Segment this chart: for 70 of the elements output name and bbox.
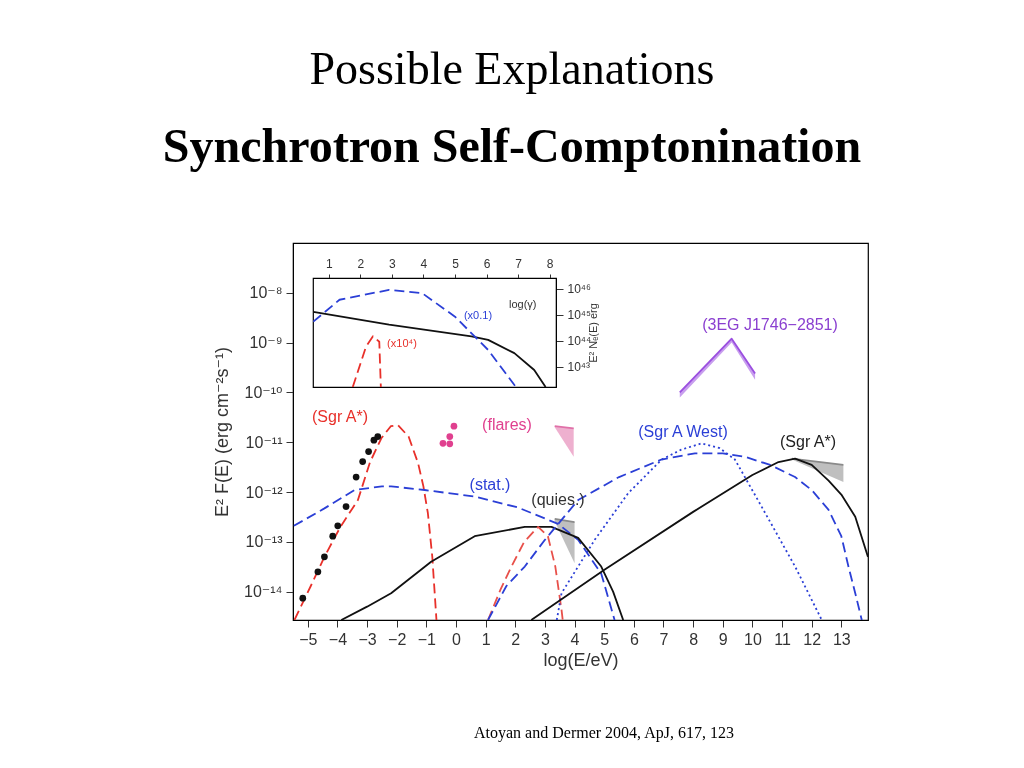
x-tick-label: 5 [452, 256, 460, 271]
annotation: (flares) [482, 416, 532, 434]
x-tick-label: 1 [325, 256, 333, 271]
point [352, 473, 360, 481]
x-tick-label: −3 [358, 630, 377, 648]
x-tick-label: 6 [483, 256, 491, 271]
text: Atoyan and Dermer 2004, ApJ, 617, 123 [474, 724, 734, 742]
annotation: (quies.) [531, 491, 585, 509]
point [329, 532, 337, 540]
x-tick-label: 2 [511, 630, 521, 648]
y-tick-label: 10⁻⁹ [249, 334, 283, 352]
x-axis-title: log(E/eV) [543, 649, 619, 670]
x-tick-label: −1 [417, 630, 437, 648]
y-tick-label: 10⁴⁵ [567, 308, 591, 323]
x-tick-label: 4 [570, 630, 580, 648]
x-tick-label: 1 [481, 630, 491, 648]
x-tick-label: 8 [689, 630, 699, 648]
annotation: (stat.) [469, 476, 511, 494]
point [446, 433, 454, 440]
y-tick-label: 10⁻¹⁴ [244, 583, 283, 601]
y-tick-label: 10⁻¹¹ [245, 433, 283, 451]
y-axis-title: E² F(E) (erg cm⁻²s⁻¹) [212, 347, 233, 517]
point [374, 433, 382, 440]
x-tick-label: −5 [299, 630, 318, 648]
x-tick-label: 4 [420, 256, 428, 271]
annotation: (x10⁴) [387, 337, 417, 349]
line-series [351, 335, 382, 387]
annotation: (Sgr A*) [311, 408, 369, 426]
x-tick-label: 11 [774, 630, 791, 648]
x-tick-label: 7 [659, 630, 669, 648]
line-series [293, 424, 438, 620]
x-tick-label: 8 [546, 256, 554, 271]
line-series [313, 310, 547, 387]
annotation: (Sgr A West) [638, 423, 728, 441]
point [342, 503, 350, 510]
point [365, 448, 372, 455]
x-tick-label: 6 [629, 630, 639, 648]
y-tick-label: 10⁻¹² [245, 483, 284, 501]
chart-subtitle: Synchrotron Self-Comptonination [161, 118, 863, 173]
chart-title: Possible Explanations [308, 42, 716, 95]
annotation: (Sgr A*) [779, 433, 837, 451]
x-tick-label: −4 [328, 630, 348, 648]
y-tick-label: 10⁴³ [567, 360, 590, 375]
point [314, 568, 322, 576]
y-tick-label: 10⁻¹⁰ [244, 383, 283, 401]
x-tick-label: −2 [388, 630, 407, 648]
x-tick-label: 0 [452, 630, 462, 648]
x-tick-label: 7 [515, 256, 523, 271]
annotation: (3EG J1746−2851) [702, 316, 838, 334]
x-axis-title: log(γ) [508, 297, 537, 310]
x-tick-label: 3 [540, 630, 550, 648]
y-tick-label: 10⁻⁸ [249, 284, 283, 302]
x-tick-label: 13 [832, 630, 851, 648]
y-tick-label: 10⁻¹³ [245, 533, 284, 551]
point [450, 422, 458, 430]
line-series [487, 525, 564, 620]
annotation: (x0.1) [463, 309, 493, 321]
x-tick-label: 2 [357, 256, 365, 271]
x-tick-label: 3 [389, 256, 397, 271]
point [446, 440, 454, 448]
x-tick-label: 9 [718, 630, 728, 648]
y-tick-label: 10⁴⁶ [567, 282, 591, 297]
point [299, 594, 307, 602]
x-tick-label: 5 [600, 630, 610, 648]
x-tick-label: 10 [744, 630, 762, 648]
point [359, 458, 367, 465]
point [439, 440, 447, 447]
point [334, 522, 342, 530]
x-tick-label: 12 [803, 630, 822, 648]
point [321, 553, 328, 561]
